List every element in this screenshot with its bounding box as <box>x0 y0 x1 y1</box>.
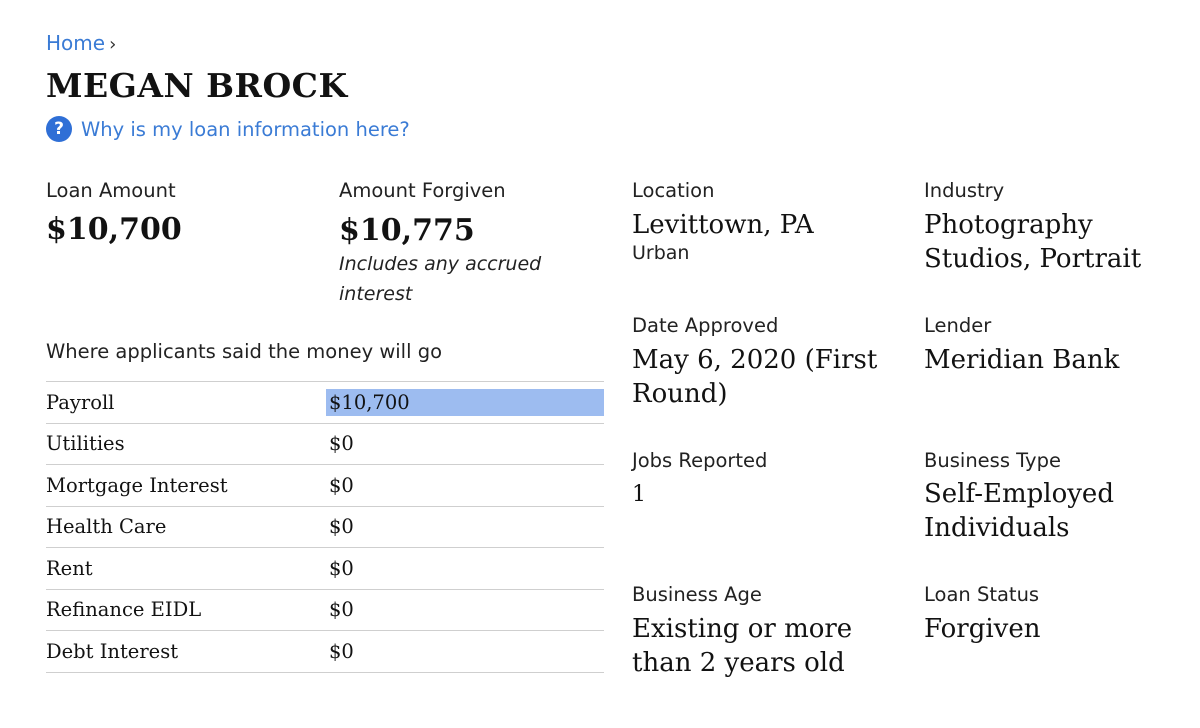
allocation-amount: $10,700 <box>326 388 604 416</box>
business-age-value: Existing or more than 2 years old <box>632 614 853 678</box>
industry-label: Industry <box>924 179 1005 202</box>
date-approved-label: Date Approved <box>632 314 779 337</box>
table-row: Mortgage Interest $0 <box>46 464 604 507</box>
date-approved-value: May 6, 2020 (First Round) <box>632 345 878 409</box>
loan-amount-value: $10,700 <box>46 212 182 247</box>
allocation-category: Debt Interest <box>46 639 179 663</box>
amount-forgiven-value: $10,775 <box>339 213 475 248</box>
allocation-amount: $0 <box>329 432 354 456</box>
table-row: Rent $0 <box>46 547 604 590</box>
allocation-category: Rent <box>46 556 93 580</box>
allocation-amount-cell: $0 <box>326 548 604 590</box>
allocation-amount: $0 <box>329 473 354 497</box>
industry-value: Photography Studios, Portrait <box>924 210 1142 274</box>
jobs-reported-value: 1 <box>632 482 646 507</box>
why-loan-info-link[interactable]: ? Why is my loan information here? <box>46 116 410 142</box>
breadcrumb-separator: › <box>109 34 117 55</box>
allocation-amount-cell: $0 <box>326 465 604 507</box>
allocation-category: Payroll <box>46 390 115 414</box>
business-type-value: Self-Employed Individuals <box>924 479 1114 543</box>
allocation-heading: Where applicants said the money will go <box>46 340 443 363</box>
allocation-amount-cell: $0 <box>326 589 604 631</box>
location-label: Location <box>632 179 715 202</box>
question-icon: ? <box>46 116 72 142</box>
amount-forgiven-label: Amount Forgiven <box>339 179 506 202</box>
breadcrumb: Home › <box>46 31 116 55</box>
why-loan-info-text: Why is my loan information here? <box>81 117 410 141</box>
jobs-reported-label: Jobs Reported <box>632 449 768 472</box>
table-row: Health Care $0 <box>46 506 604 548</box>
allocation-amount: $0 <box>329 556 354 580</box>
page-title: MEGAN BROCK <box>46 66 348 105</box>
lender-label: Lender <box>924 314 992 337</box>
allocation-amount: $0 <box>329 598 354 622</box>
loan-status-value: Forgiven <box>924 614 1041 644</box>
allocation-amount-cell: $0 <box>326 631 604 673</box>
breadcrumb-home-link[interactable]: Home <box>46 31 106 55</box>
allocation-category: Refinance EIDL <box>46 598 202 622</box>
location-value: Levittown, PA <box>632 210 814 240</box>
business-type-label: Business Type <box>924 449 1061 472</box>
table-row: Debt Interest $0 <box>46 630 604 673</box>
table-row: Payroll $10,700 <box>46 381 604 424</box>
loan-amount-label: Loan Amount <box>46 179 176 202</box>
loan-status-label: Loan Status <box>924 583 1040 606</box>
allocation-category: Utilities <box>46 432 125 456</box>
location-sub: Urban <box>632 242 690 264</box>
allocation-amount: $0 <box>329 639 354 663</box>
lender-value: Meridian Bank <box>924 345 1120 375</box>
allocation-amount-cell: $10,700 <box>326 382 604 424</box>
amount-forgiven-note: Includes any accrued interest <box>339 253 542 305</box>
allocation-amount-cell: $0 <box>326 423 604 465</box>
allocation-category: Mortgage Interest <box>46 473 228 497</box>
business-age-label: Business Age <box>632 583 762 606</box>
allocation-amount: $0 <box>329 515 354 539</box>
allocation-amount-cell: $0 <box>326 506 604 548</box>
allocation-category: Health Care <box>46 515 167 539</box>
table-row: Refinance EIDL $0 <box>46 589 604 631</box>
allocation-table: Payroll $10,700 Utilities $0 Mortgage Intere… <box>46 381 604 673</box>
table-row: Utilities $0 <box>46 423 604 465</box>
